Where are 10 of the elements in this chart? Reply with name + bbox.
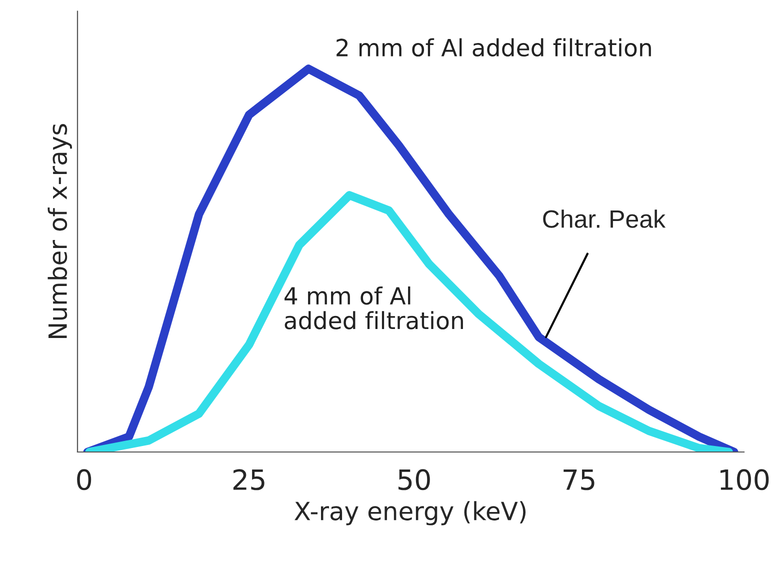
x-tick-label: 75: [564, 470, 594, 490]
y-axis-title: Number of x-rays: [48, 124, 72, 338]
annotation: Char. Peak: [543, 210, 666, 228]
series-label: 2 mm of Al added filtration: [336, 38, 651, 57]
x-tick-label: 25: [233, 469, 264, 490]
x-tick-label: 0: [77, 469, 92, 490]
x-tick-label: 50: [398, 469, 430, 490]
x-axis-title: X-ray energy (keV): [294, 501, 526, 526]
series-label: 4 mm of Al added filtration: [284, 286, 463, 330]
x-tick-label: 100: [720, 469, 769, 490]
